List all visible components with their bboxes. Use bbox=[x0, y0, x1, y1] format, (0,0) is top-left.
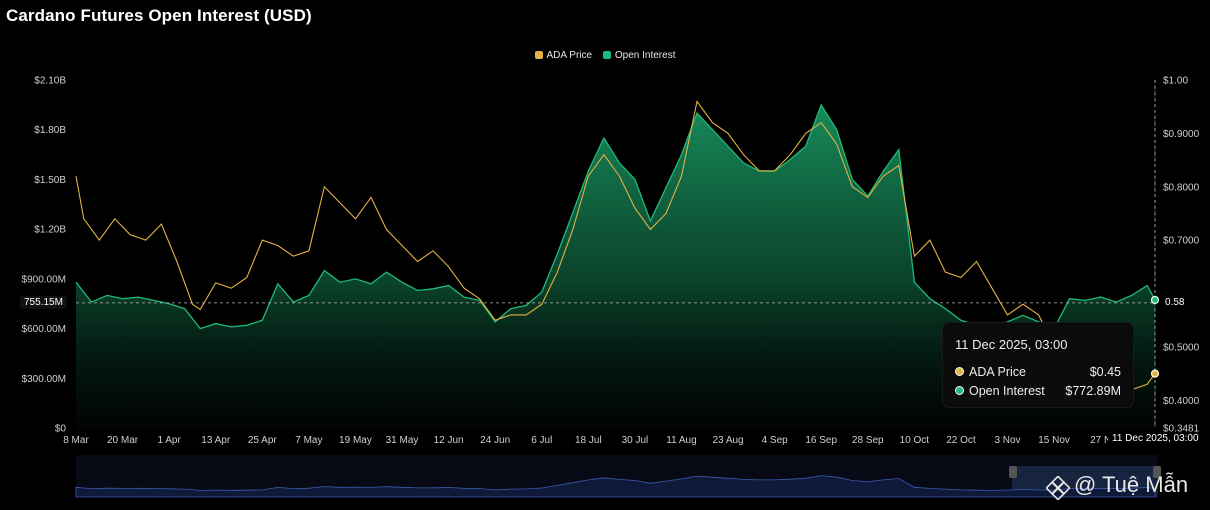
x-axis-tick-label: 20 Mar bbox=[107, 435, 139, 446]
tooltip-value-open-interest: $772.89M bbox=[1065, 384, 1121, 398]
left-axis-tick-label: $600.00M bbox=[22, 324, 66, 335]
left-axis-tick-label: $1.20B bbox=[34, 225, 66, 236]
tooltip-label-open-interest: Open Interest bbox=[969, 384, 1045, 398]
crosshair-oi-label: 755.15M bbox=[20, 296, 67, 309]
x-axis-tick-label: 22 Oct bbox=[946, 435, 976, 446]
tooltip-dot-open-interest bbox=[955, 386, 964, 395]
x-axis-tick-label: 1 Apr bbox=[157, 435, 181, 446]
legend-swatch-ada-price bbox=[534, 51, 543, 59]
watermark-text: @ Tuệ Mẫn bbox=[1074, 472, 1189, 497]
left-axis-tick-label: $1.50B bbox=[34, 175, 66, 186]
tooltip-value-ada-price: $0.45 bbox=[1089, 365, 1121, 379]
x-axis-tick-label: 4 Sep bbox=[762, 435, 789, 446]
tooltip-label-ada-price: ADA Price bbox=[969, 365, 1026, 379]
navigator-left-handle[interactable] bbox=[1009, 466, 1017, 478]
x-axis-tick-label: 18 Jul bbox=[575, 435, 602, 446]
tooltip-row-open-interest: Open Interest $772.89M bbox=[955, 384, 1121, 398]
legend-swatch-open-interest bbox=[602, 51, 611, 59]
range-navigator[interactable] bbox=[75, 455, 1161, 498]
right-axis-tick-label: $0.5000 bbox=[1163, 342, 1200, 353]
x-axis-tick-label: 28 Sep bbox=[852, 435, 884, 446]
x-axis-tick-label: 11 Aug bbox=[666, 435, 696, 446]
x-axis-tick-label: 10 Oct bbox=[900, 435, 930, 446]
navigator-right-handle[interactable] bbox=[1153, 466, 1161, 478]
left-axis-tick-label: $1.80B bbox=[34, 125, 66, 136]
right-axis-tick-label: $0.9000 bbox=[1163, 129, 1200, 140]
ada-price-hover-point bbox=[1150, 369, 1160, 378]
hover-tooltip: 11 Dec 2025, 03:00 ADA Price $0.45 Open … bbox=[943, 323, 1133, 407]
x-axis-tick-label: 15 Nov bbox=[1038, 435, 1070, 446]
tooltip-date: 11 Dec 2025, 03:00 bbox=[955, 337, 1068, 352]
hover-markers bbox=[1150, 295, 1160, 378]
chart-legend: ADA Price Open Interest bbox=[0, 50, 1210, 61]
x-axis-tick-label: 30 Jul bbox=[622, 435, 649, 446]
right-axis: $0.3481 $0.4000 $0.5000 $0.7000 $0.8000 $0.90… bbox=[1154, 76, 1200, 435]
x-axis-tick-label: 8 Mar bbox=[63, 435, 89, 446]
left-axis-tick-label: $300.00M bbox=[22, 374, 66, 385]
right-axis-tick-label: $0.4000 bbox=[1163, 396, 1200, 407]
x-axis-tick-label: 25 Apr bbox=[248, 435, 278, 446]
right-axis-tick-label: $0.7000 bbox=[1163, 236, 1200, 247]
x-axis-tick-label: 24 Jun bbox=[480, 435, 510, 446]
x-axis-tick-label: 3 Nov bbox=[994, 435, 1020, 446]
x-axis-tick-label: 19 May bbox=[339, 435, 372, 446]
left-axis-tick-label: $2.10B bbox=[34, 76, 66, 87]
chart-title: Cardano Futures Open Interest (USD) bbox=[6, 6, 312, 25]
x-axis-tick-label: 7 May bbox=[295, 435, 322, 446]
left-axis: $0 $300.00M $600.00M $900.00M $1.20B $1.50B $1… bbox=[22, 76, 67, 435]
navigator-line bbox=[75, 475, 1156, 498]
open-interest-area bbox=[76, 104, 1155, 429]
right-axis-tick-label: $0.3481 bbox=[1163, 424, 1200, 435]
ada-price-line bbox=[75, 100, 1156, 407]
crosshair-price-label: 0.58 bbox=[1165, 297, 1185, 308]
legend-label-open-interest: Open Interest bbox=[614, 50, 676, 61]
x-axis-tick-label: 23 Aug bbox=[712, 435, 743, 446]
x-axis: 8 Mar 20 Mar 1 Apr 13 Apr 25 Apr 7 May 19 May 3… bbox=[63, 435, 1111, 446]
legend-item-open-interest[interactable]: Open Interest bbox=[602, 50, 676, 61]
right-axis-tick-label: $1.00 bbox=[1163, 76, 1188, 87]
right-axis-tick-label: $0.8000 bbox=[1163, 182, 1200, 193]
x-axis-tick-label: 31 May bbox=[386, 435, 419, 446]
x-axis-tick-label: 27 N bbox=[1090, 435, 1111, 446]
legend-item-ada-price[interactable]: ADA Price bbox=[534, 50, 593, 61]
x-axis-tick-label: 12 Jun bbox=[434, 435, 464, 446]
legend-label-ada-price: ADA Price bbox=[546, 50, 593, 61]
x-axis-tick-label: 13 Apr bbox=[201, 435, 231, 446]
open-interest-hover-point bbox=[1150, 295, 1160, 305]
tooltip-dot-ada-price bbox=[955, 367, 964, 376]
left-axis-tick-label: $900.00M bbox=[22, 274, 66, 285]
left-axis-tick-label: $0 bbox=[55, 424, 67, 435]
crosshair-date-label: 11 Dec 2025, 03:00 bbox=[1108, 432, 1203, 445]
binance-logo-icon bbox=[1046, 476, 1070, 500]
tooltip-row-ada-price: ADA Price $0.45 bbox=[955, 365, 1121, 379]
x-axis-tick-label: 6 Jul bbox=[531, 435, 552, 446]
x-axis-tick-label: 16 Sep bbox=[805, 435, 837, 446]
